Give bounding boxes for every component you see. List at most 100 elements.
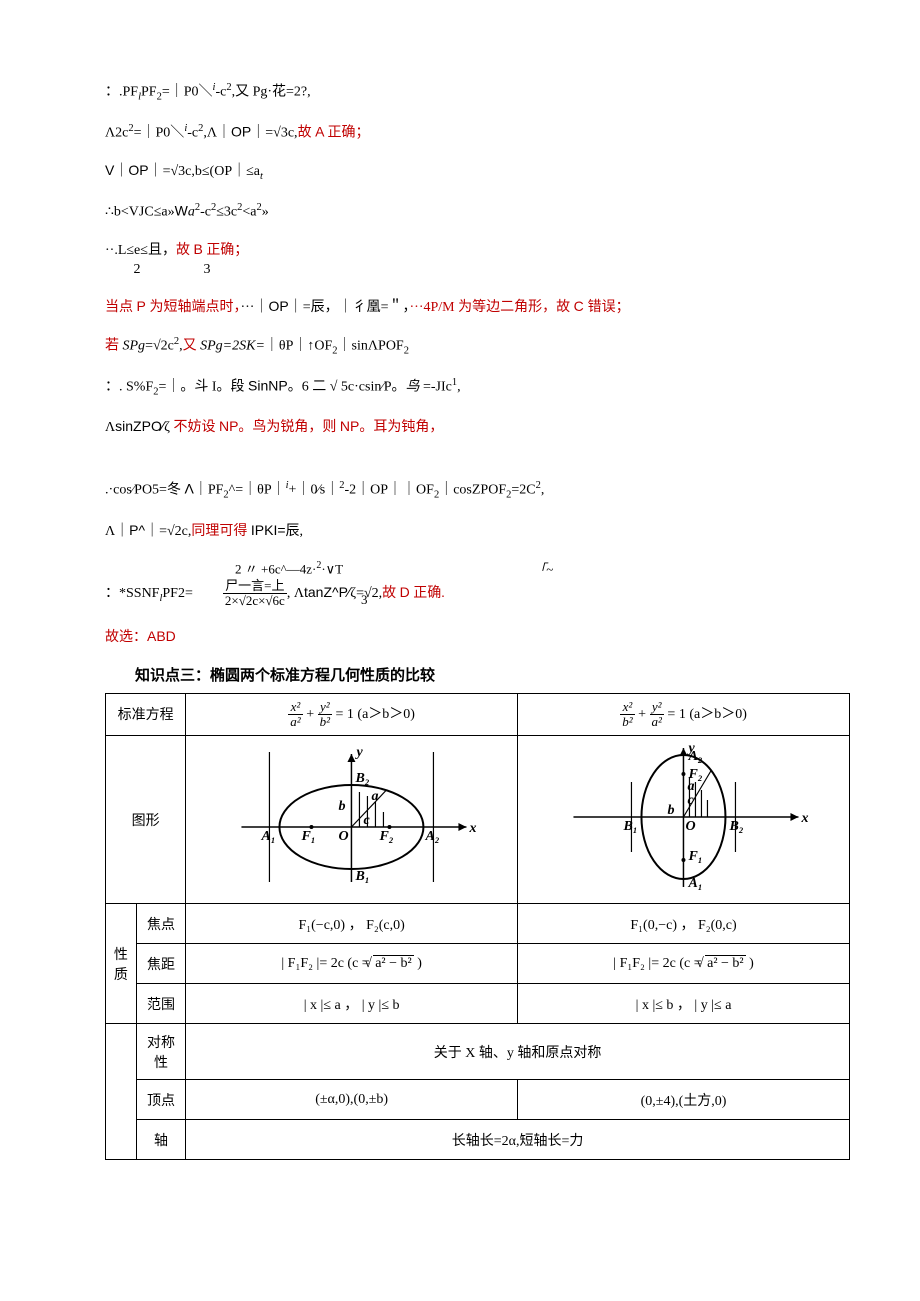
label-standard-equation: 标准方程 bbox=[106, 693, 186, 736]
solution-line bbox=[105, 454, 850, 462]
vertex-1: (±α,0),(0,±b) bbox=[186, 1080, 518, 1120]
table-row-figure: 图形 x y A₁ A₂ bbox=[106, 736, 850, 904]
text-segment: 2 bbox=[404, 346, 409, 357]
fig1-a: a bbox=[372, 789, 379, 804]
eq2-cond: (a＞b＞0) bbox=[689, 707, 747, 722]
equation-2: x²b² + y²a² = 1 (a＞b＞0) bbox=[518, 693, 850, 736]
text-segment: ｜θP｜↑OF bbox=[265, 339, 332, 354]
solution-line: V｜OP｜=√3c,b≤(OP｜≤at bbox=[105, 160, 850, 185]
text-segment: -c bbox=[200, 205, 211, 220]
text-segment: -c bbox=[187, 126, 198, 141]
text-segment: ｜sinΛPOF bbox=[338, 339, 404, 354]
text-segment: ^=｜θP｜ bbox=[229, 483, 286, 498]
text-segment: 同理可得 bbox=[191, 524, 247, 539]
fig2-A1: A₁ bbox=[688, 876, 703, 891]
fig1-F1: F₁ bbox=[301, 829, 316, 844]
solution-line: ：. S%F2=｜。斗 I。段 SinNP。6 二 √ 5c·csin∕P。鸟 … bbox=[105, 375, 850, 400]
figure-1-cell: x y A₁ A₂ B₂ B₁ F₁ F₂ O a b c bbox=[186, 736, 518, 904]
text-segment: =｜P0＼ bbox=[134, 126, 185, 141]
text-segment: Λ2c bbox=[105, 126, 128, 141]
text-segment: P^ bbox=[129, 522, 145, 538]
ellipse-vertical-svg: x y B₁ B₂ A₂ A₁ F₂ F₁ O a b c bbox=[522, 742, 845, 892]
eq1-den2: b² bbox=[318, 715, 332, 729]
table-row-range: 范围 | x |≤ a ， | y |≤ b | x |≤ b ， | y |≤… bbox=[106, 984, 850, 1024]
text-segment: ∴b<VJC≤a» bbox=[105, 205, 175, 220]
label-figure: 图形 bbox=[106, 736, 186, 904]
text-segment: ,Λ｜ bbox=[203, 126, 231, 141]
eq1-num2: y² bbox=[318, 700, 332, 715]
text-segment: -c bbox=[215, 85, 226, 100]
fd1-post: ) bbox=[414, 956, 422, 971]
fd1-sqrt: a² − b² bbox=[373, 955, 414, 972]
vertex-2: (0,±4),(土方,0) bbox=[518, 1080, 850, 1120]
text-segment: Λ bbox=[184, 481, 193, 497]
solution-line: ∴b<VJC≤a»Wa2-c2≤3c2<a2» bbox=[105, 200, 850, 223]
text-segment: 故 bbox=[298, 126, 316, 141]
text-segment: -2｜OP｜｜OF bbox=[344, 483, 433, 498]
table-row-equation: 标准方程 x²a² + y²b² = 1 (a＞b＞0) x²b² + y²a²… bbox=[106, 693, 850, 736]
eq2-den2: a² bbox=[650, 715, 664, 729]
fig1-B2: B₂ bbox=[355, 771, 370, 786]
text-segment: 。鸟为锐角，则 bbox=[238, 420, 340, 435]
fig1-A2: A₂ bbox=[425, 829, 440, 844]
eq2-num2: y² bbox=[650, 700, 664, 715]
range-1: | x |≤ a ， | y |≤ b bbox=[186, 984, 518, 1024]
text-segment: PF bbox=[141, 85, 157, 100]
text-segment: IPKI= bbox=[251, 522, 286, 538]
text-segment: =√2c bbox=[145, 339, 174, 354]
solution-line: ··.L≤e≤且，故 B 正确；23 bbox=[105, 239, 850, 280]
fd2-pre: | F₁F₂ |= 2c (c = bbox=[613, 956, 705, 971]
text-segment: OP bbox=[128, 162, 148, 178]
text-segment: Λ bbox=[105, 420, 115, 435]
text-segment: 当点 bbox=[105, 300, 137, 315]
label-property: 性 质 bbox=[106, 904, 137, 1024]
label-range: 范围 bbox=[136, 984, 185, 1024]
solution-line: ΛsinZPO∕ζ 不妨设 NP。鸟为锐角，则 NP。耳为钝角， bbox=[105, 416, 850, 438]
text-segment: =｜P0＼ bbox=[162, 85, 213, 100]
fig1-B1: B₁ bbox=[355, 869, 370, 884]
text-segment: P bbox=[137, 298, 150, 314]
comparison-table: 标准方程 x²a² + y²b² = 1 (a＞b＞0) x²b² + y²a²… bbox=[105, 693, 850, 1161]
fd2-sqrt: a² − b² bbox=[705, 955, 746, 972]
eq2-den1: b² bbox=[620, 715, 634, 729]
text-segment: 错误； bbox=[588, 300, 630, 315]
text-segment: ｜cosZPOF bbox=[439, 483, 506, 498]
fig2-F1: F₁ bbox=[688, 849, 703, 864]
text-segment: ···4P/M 为等边二角形，故 bbox=[410, 300, 574, 315]
fig1-F2: F₂ bbox=[379, 829, 394, 844]
fig2-a: a bbox=[688, 779, 695, 794]
text-segment: ｜=√3c, bbox=[251, 126, 297, 141]
fig2-b: b bbox=[668, 803, 675, 818]
text-segment: SinNP bbox=[248, 378, 288, 394]
text-segment: ≤3c bbox=[216, 205, 237, 220]
fd2-post: ) bbox=[746, 956, 754, 971]
text-segment: OP bbox=[268, 298, 288, 314]
knowledge-point-3-title: 知识点三：椭圆两个标准方程几何性质的比较 bbox=[105, 664, 850, 685]
eq2-num1: x² bbox=[620, 700, 634, 715]
eq1-den1: a² bbox=[288, 715, 302, 729]
solution-line: 故选：ABD bbox=[105, 626, 850, 648]
fig1-c: c bbox=[364, 813, 371, 828]
text-segment: 故选： bbox=[105, 630, 147, 645]
text-segment: OP bbox=[231, 124, 251, 140]
text-segment: 辰, bbox=[286, 524, 304, 539]
text-segment: ···｜ bbox=[240, 300, 268, 315]
text-segment: .·cos∕PO5=冬 bbox=[105, 483, 184, 498]
text-segment: 不妨设 bbox=[173, 420, 219, 435]
text-segment: ｜=辰，｜彳凰=＂， bbox=[289, 300, 410, 315]
fig2-c: c bbox=[688, 793, 695, 808]
focal-dist-2: | F₁F₂ |= 2c (c = a² − b² ) bbox=[518, 944, 850, 984]
fig1-b: b bbox=[339, 799, 346, 814]
focus-1: F₁(−c,0) ， F₂(c,0) bbox=[186, 904, 518, 944]
solution-line: ：.PFlPF2=｜P0＼i-c2,又 Pg·花=2?, bbox=[105, 80, 850, 105]
label-axis: 轴 bbox=[136, 1120, 185, 1160]
text-segment: 。6 二 bbox=[288, 380, 330, 395]
fig2-B1: B₁ bbox=[623, 819, 638, 834]
text-segment: t bbox=[260, 171, 263, 182]
fig1-O: O bbox=[339, 829, 349, 844]
table-row-axis: 轴 长轴长=2α,短轴长=力 bbox=[106, 1120, 850, 1160]
text-segment: +｜0∕s｜ bbox=[289, 483, 340, 498]
text-segment: 正确； bbox=[328, 126, 370, 141]
fig2-B2: B₂ bbox=[729, 819, 744, 834]
label-focus: 焦点 bbox=[136, 904, 185, 944]
